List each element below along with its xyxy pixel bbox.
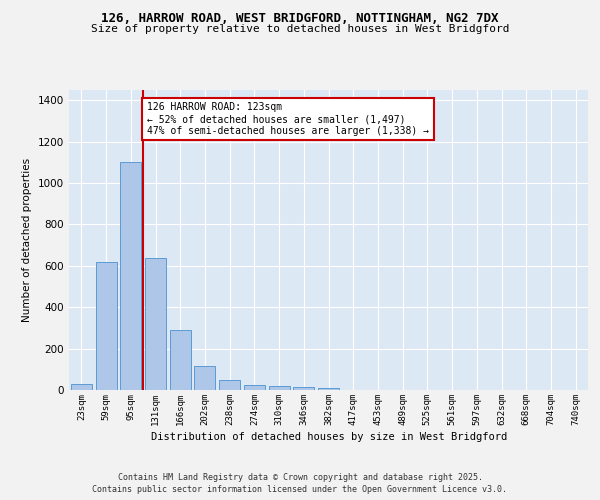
Text: Contains public sector information licensed under the Open Government Licence v3: Contains public sector information licen… <box>92 485 508 494</box>
Bar <box>120 162 141 390</box>
Bar <box>194 366 215 390</box>
Bar <box>293 387 314 390</box>
Bar <box>95 262 116 390</box>
Text: Contains HM Land Registry data © Crown copyright and database right 2025.: Contains HM Land Registry data © Crown c… <box>118 472 482 482</box>
Bar <box>170 330 191 390</box>
Bar <box>318 388 339 390</box>
Text: Size of property relative to detached houses in West Bridgford: Size of property relative to detached ho… <box>91 24 509 34</box>
Bar <box>71 384 92 390</box>
Bar <box>145 258 166 390</box>
Text: Distribution of detached houses by size in West Bridgford: Distribution of detached houses by size … <box>151 432 507 442</box>
Text: 126 HARROW ROAD: 123sqm
← 52% of detached houses are smaller (1,497)
47% of semi: 126 HARROW ROAD: 123sqm ← 52% of detache… <box>147 102 429 136</box>
Y-axis label: Number of detached properties: Number of detached properties <box>22 158 32 322</box>
Bar <box>244 385 265 390</box>
Bar <box>269 386 290 390</box>
Bar <box>219 380 240 390</box>
Text: 126, HARROW ROAD, WEST BRIDGFORD, NOTTINGHAM, NG2 7DX: 126, HARROW ROAD, WEST BRIDGFORD, NOTTIN… <box>101 12 499 26</box>
